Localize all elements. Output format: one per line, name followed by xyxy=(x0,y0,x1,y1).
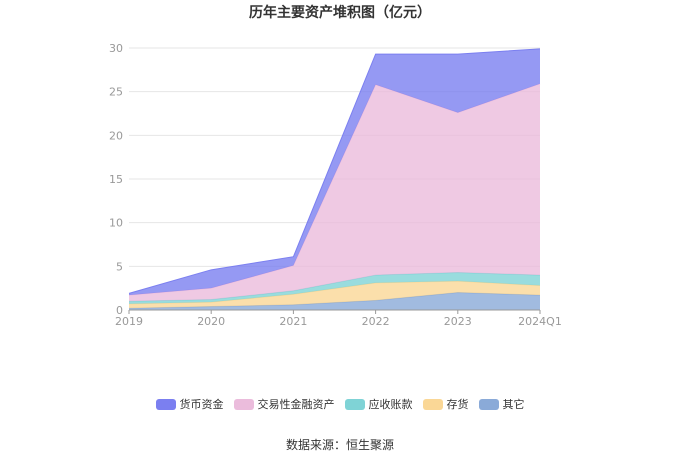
area-series-line-3 xyxy=(128,83,541,296)
y-tick-label: 25 xyxy=(109,86,123,99)
area-series-2 xyxy=(129,272,540,304)
stacked-area-chart: 0 5 10 15 20 25 30 2019 2020 2021 2022 2023 2024Q1 xyxy=(109,42,562,328)
legend-item[interactable]: 货币资金 xyxy=(155,396,224,412)
y-tick-label: 5 xyxy=(116,260,123,273)
area-series-line-2 xyxy=(128,271,541,302)
legend-item[interactable]: 存货 xyxy=(422,396,469,412)
legend-swatch xyxy=(422,398,443,410)
legend-swatch xyxy=(478,398,499,410)
legend-label: 存货 xyxy=(446,398,469,411)
y-tick-label: 10 xyxy=(109,217,123,230)
legend-label: 交易性金融资产 xyxy=(257,398,335,411)
area-series-4 xyxy=(129,48,540,296)
chart-title: 历年主要资产堆积图（亿元） xyxy=(249,5,431,21)
area-series-1 xyxy=(129,281,540,309)
legend-label: 货币资金 xyxy=(179,398,224,411)
chart-legend: 货币资金 交易性金融资产 应收账款 存货 其它 xyxy=(0,396,680,412)
y-tick-label: 20 xyxy=(109,129,123,142)
legend-label: 其它 xyxy=(502,398,525,411)
area-series-line-4 xyxy=(128,48,541,294)
y-tick-label: 0 xyxy=(116,304,123,317)
area-series-0 xyxy=(129,292,540,310)
legend-swatch xyxy=(155,398,176,410)
x-tick-label: 2023 xyxy=(444,315,472,328)
x-tick-label: 2020 xyxy=(197,315,225,328)
legend-swatch xyxy=(233,398,254,410)
x-tick-label: 2022 xyxy=(362,315,390,328)
legend-swatch xyxy=(344,398,365,410)
area-series-3 xyxy=(129,83,540,302)
legend-item[interactable]: 应收账款 xyxy=(344,396,413,412)
x-tick-label: 2019 xyxy=(115,315,143,328)
legend-item[interactable]: 交易性金融资产 xyxy=(233,396,335,412)
x-tick-label: 2024Q1 xyxy=(518,315,562,328)
y-tick-label: 30 xyxy=(109,42,123,55)
legend-label: 应收账款 xyxy=(368,398,413,411)
legend-item[interactable]: 其它 xyxy=(478,396,525,412)
x-tick-label: 2021 xyxy=(279,315,307,328)
area-series-line-1 xyxy=(128,280,541,305)
y-tick-label: 15 xyxy=(109,173,123,186)
data-source-note: 数据来源：恒生聚源 xyxy=(285,438,394,452)
